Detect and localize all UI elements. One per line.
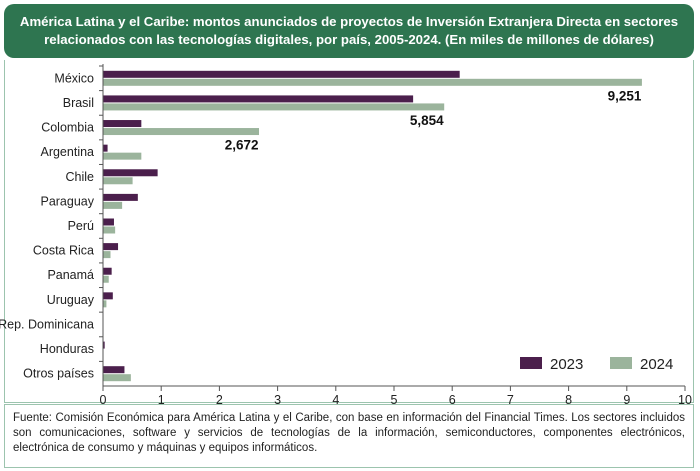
bar-2023-panama [103,267,112,275]
x-tick-label: 0 [100,393,107,404]
x-tick-label: 7 [507,393,514,404]
category-label-peru: Perú [68,219,94,233]
bar-2023-colombia [103,120,142,128]
legend-swatch-2024 [610,357,632,369]
x-tick-label: 10 [678,393,692,404]
bar-2023-chile [103,169,158,177]
bar-2023-costa-rica [103,243,119,251]
data-label-colombia: 2,672 [225,138,259,153]
category-label-chile: Chile [66,170,95,184]
x-tick-label: 3 [274,393,281,404]
bar-chart: 0 1 2 3 4 5 6 7 8 9 10 México Brasil Colombia Argentin… [0,64,692,404]
bar-2023-paraguay [103,193,138,201]
category-label-brasil: Brasil [63,96,94,110]
category-label-argentina: Argentina [40,145,94,159]
x-tick-label: 9 [623,393,630,404]
chart-title-banner: América Latina y el Caribe: montos anunc… [4,4,694,58]
x-tick-label: 8 [565,393,572,404]
data-label-brasil: 5,854 [410,113,444,128]
data-label-mexico: 9,251 [608,88,642,103]
category-label-uruguay: Uruguay [47,293,95,307]
bar-2024-otros-paises [103,374,131,382]
bar-2024-costa-rica [103,251,111,259]
bar-2024-chile [103,177,133,185]
bar-2023-brasil [103,95,414,103]
bar-2024-brasil [103,103,445,111]
category-label-rep-dominicana: Rep. Dominicana [0,317,94,331]
legend-label-2023: 2023 [550,356,583,373]
x-tick-label: 6 [449,393,456,404]
x-tick-label: 1 [158,393,165,404]
bar-2023-mexico [103,70,460,78]
x-tick-label: 5 [391,393,398,404]
bar-2023-argentina [103,144,108,152]
category-label-honduras: Honduras [40,342,94,356]
category-label-paraguay: Paraguay [40,194,94,208]
bar-2024-colombia [103,128,260,136]
category-label-mexico: México [54,71,94,85]
source-note: Fuente: Comisión Económica para América … [4,404,694,468]
x-tick-label: 4 [332,393,339,404]
bar-2024-paraguay [103,201,123,209]
category-label-panama: Panamá [47,268,94,282]
chart-frame [4,60,694,403]
bar-2023-honduras [103,341,105,349]
bar-2024-panama [103,275,109,283]
bar-2023-peru [103,218,114,226]
bar-2024-mexico [103,78,642,86]
legend-label-2024: 2024 [640,356,673,373]
bar-2024-peru [103,226,116,234]
category-label-otros-paises: Otros países [23,367,94,381]
x-tick-label: 2 [216,393,223,404]
bar-2024-argentina [103,152,142,160]
bar-2024-uruguay [103,300,107,308]
legend-swatch-2023 [520,357,542,369]
bar-2023-uruguay [103,292,113,300]
chart-title: América Latina y el Caribe: montos anunc… [19,14,679,47]
category-label-costa-rica: Costa Rica [33,244,94,258]
bar-2023-otros-paises [103,366,125,374]
category-label-colombia: Colombia [41,121,94,135]
